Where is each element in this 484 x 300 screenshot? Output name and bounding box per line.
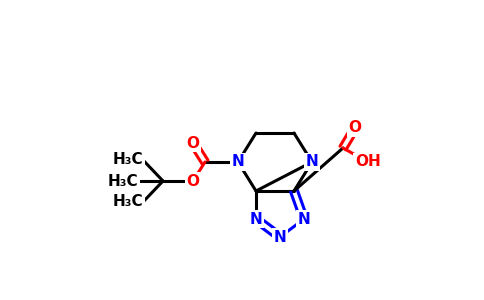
- Text: O: O: [186, 173, 199, 188]
- Text: H₃C: H₃C: [112, 194, 143, 209]
- Text: O: O: [348, 121, 362, 136]
- Text: O: O: [186, 136, 199, 151]
- Text: OH: OH: [355, 154, 381, 169]
- Text: N: N: [305, 154, 318, 169]
- Text: N: N: [298, 212, 310, 226]
- Text: N: N: [250, 212, 262, 226]
- Text: H₃C: H₃C: [112, 152, 143, 167]
- Text: N: N: [232, 154, 244, 169]
- Text: H₃C: H₃C: [107, 173, 138, 188]
- Text: N: N: [273, 230, 287, 244]
